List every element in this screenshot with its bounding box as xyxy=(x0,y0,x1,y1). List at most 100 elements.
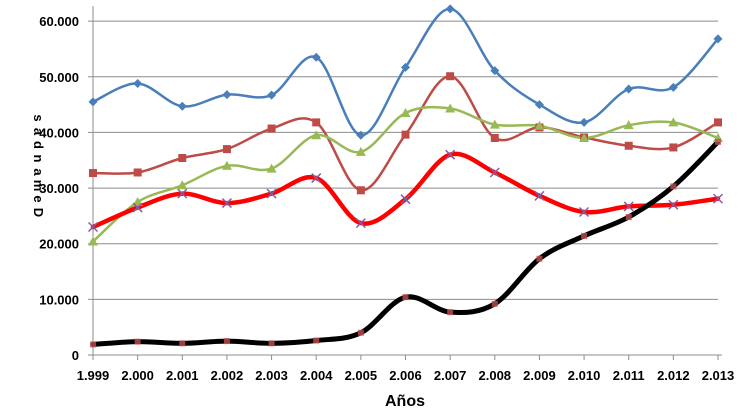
x-tick-label: 2.001 xyxy=(166,368,199,383)
y-axis-title-char: a xyxy=(31,168,46,176)
series-group xyxy=(90,7,721,347)
data-point xyxy=(714,118,722,127)
y-axis-title-char: s xyxy=(31,114,46,121)
data-point xyxy=(490,133,499,142)
y-tick-labels: 0 10.000 20.000 30.000 40.000 50.000 60.000 xyxy=(39,14,79,363)
data-point xyxy=(581,232,588,239)
y-axis-title-char: e xyxy=(31,195,46,202)
data-point xyxy=(624,84,634,94)
data-point xyxy=(221,198,232,209)
series-line xyxy=(90,151,721,230)
x-tick-label: 2.012 xyxy=(657,368,690,383)
data-point xyxy=(401,62,410,72)
y-axis-title-char: d xyxy=(31,141,46,149)
data-point xyxy=(445,149,456,160)
y-axis-title-char: n xyxy=(31,155,46,163)
data-point xyxy=(88,97,98,107)
data-point xyxy=(446,72,455,81)
data-point xyxy=(534,120,545,130)
data-point xyxy=(89,169,97,178)
data-point xyxy=(312,118,321,127)
data-point xyxy=(402,294,409,301)
data-point xyxy=(266,163,277,173)
y-axis-title-char: m xyxy=(31,180,46,192)
data-point xyxy=(715,138,721,145)
data-point xyxy=(445,4,455,14)
x-tick-label: 2.013 xyxy=(702,368,735,383)
x-tick-label: 1.999 xyxy=(77,368,110,383)
x-tick-label: 2.006 xyxy=(389,368,422,383)
data-point xyxy=(668,117,679,127)
data-point xyxy=(623,201,634,212)
x-tick-label: 2.002 xyxy=(211,368,244,383)
data-point xyxy=(668,82,678,92)
data-point xyxy=(267,124,276,133)
y-tick-label: 40.000 xyxy=(39,125,79,140)
x-tick-label: 2.011 xyxy=(613,368,645,383)
y-tick-label: 20.000 xyxy=(39,237,79,252)
data-point xyxy=(355,218,366,229)
data-point xyxy=(670,183,677,190)
y-axis-title-char: D xyxy=(31,208,46,217)
data-point xyxy=(489,119,500,129)
data-point xyxy=(88,236,98,246)
x-tick-label: 2.005 xyxy=(345,368,378,383)
data-point xyxy=(534,190,545,201)
x-tick-label: 2.004 xyxy=(300,368,333,383)
x-tick-label: 2.003 xyxy=(255,368,288,383)
data-point xyxy=(222,90,232,100)
data-point xyxy=(132,202,143,213)
data-point xyxy=(266,188,277,199)
series-line xyxy=(90,139,721,347)
data-point xyxy=(579,117,589,127)
data-point xyxy=(491,300,498,307)
data-point xyxy=(625,214,632,220)
x-tick-label: 2.008 xyxy=(479,368,512,383)
data-point xyxy=(356,186,365,195)
data-point xyxy=(177,188,188,199)
data-point xyxy=(313,337,320,344)
data-point xyxy=(400,107,411,117)
data-point xyxy=(133,78,143,88)
data-point xyxy=(311,52,321,62)
data-point xyxy=(267,90,277,100)
data-point xyxy=(623,120,634,130)
y-axis-title-char: a xyxy=(31,128,46,136)
data-point xyxy=(223,338,230,345)
x-tick-label: 2.007 xyxy=(434,368,467,383)
data-point xyxy=(311,130,322,140)
data-point xyxy=(177,101,187,111)
data-point xyxy=(489,167,500,178)
data-point xyxy=(713,34,723,44)
y-tick-label: 50.000 xyxy=(39,70,79,85)
y-tick-label: 30.000 xyxy=(39,181,79,196)
data-point xyxy=(712,193,724,204)
data-point xyxy=(87,221,99,233)
data-point xyxy=(178,154,187,163)
data-point xyxy=(132,196,143,206)
y-tick-label: 60.000 xyxy=(39,14,79,29)
x-axis-title: Años xyxy=(385,393,425,410)
data-point xyxy=(221,160,232,170)
data-point xyxy=(133,168,142,177)
y-tick-label: 10.000 xyxy=(39,292,79,307)
data-point xyxy=(490,66,500,76)
y-tick-label: 0 xyxy=(72,348,79,363)
data-point xyxy=(179,340,186,347)
x-tick-labels: 1.999 2.000 2.001 2.002 2.003 2.004 2.005 2.006… xyxy=(77,368,735,383)
data-point xyxy=(177,180,188,190)
axes xyxy=(88,6,722,360)
data-point xyxy=(669,143,678,152)
x-tick-label: 2.009 xyxy=(523,368,556,383)
data-point xyxy=(311,173,322,184)
data-point xyxy=(445,103,456,113)
data-point xyxy=(134,338,141,345)
data-point xyxy=(447,309,454,316)
data-point xyxy=(356,130,366,140)
data-point xyxy=(534,100,544,110)
data-point xyxy=(579,206,590,218)
data-point xyxy=(357,329,364,336)
